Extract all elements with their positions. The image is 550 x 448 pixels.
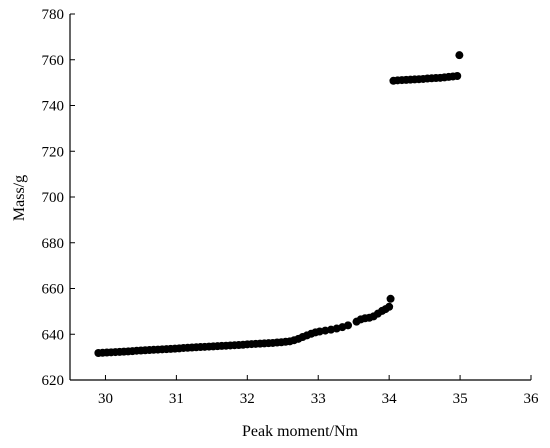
y-axis-title: Mass/g (11, 175, 28, 221)
y-tick-label: 780 (42, 7, 65, 23)
x-tick-label: 30 (98, 391, 113, 407)
data-point (453, 71, 462, 80)
x-tick-label: 36 (524, 391, 540, 407)
y-tick-label: 720 (42, 144, 65, 160)
x-tick-label: 33 (311, 391, 326, 407)
x-axis-title: Peak moment/Nm (242, 423, 359, 440)
y-tick-label: 620 (42, 373, 65, 389)
data-point (386, 294, 395, 303)
data-point (455, 51, 464, 60)
x-tick-label: 34 (382, 391, 398, 407)
y-tick-label: 700 (42, 190, 65, 206)
y-tick-label: 740 (42, 99, 65, 115)
data-points (94, 51, 464, 358)
x-tick-label: 35 (453, 391, 468, 407)
y-tick-label: 760 (42, 53, 65, 69)
y-tick-label: 640 (42, 327, 65, 343)
plot-axes (69, 14, 531, 381)
x-tick-label: 32 (240, 391, 255, 407)
y-tick-label: 660 (42, 282, 65, 298)
data-point (344, 321, 353, 330)
x-tick-label: 31 (169, 391, 184, 407)
data-point (385, 302, 394, 311)
y-ticks: 620 640 660 680 700 720 740 760 780 (42, 7, 75, 389)
y-tick-label: 680 (42, 236, 65, 252)
x-ticks: 30 31 32 33 34 35 36 (98, 375, 539, 407)
